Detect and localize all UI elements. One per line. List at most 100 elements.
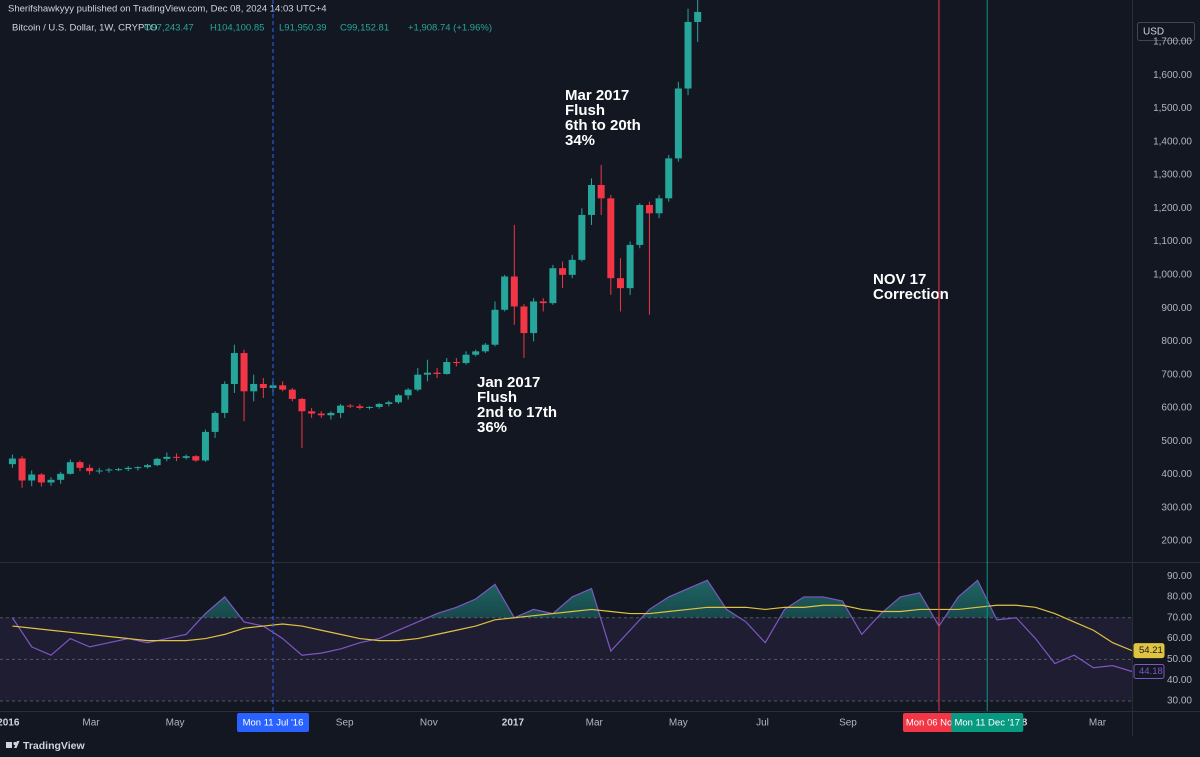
annotation: NOV 17 [873,271,926,288]
y-tick-label: 90.00 [1167,571,1192,582]
candle-body [66,462,74,474]
annotation: Mar 2017 [565,87,629,104]
candle-body [105,469,113,471]
candle-body [279,385,287,390]
candle-body [124,467,132,470]
candle-body [192,456,200,461]
candle-body [385,402,393,404]
candle-body [636,204,644,245]
candle-body [501,276,509,310]
candle-body [491,309,499,345]
candle-body [414,374,422,390]
x-tick-label: Sep [839,718,857,729]
candle-body [317,413,325,416]
y-tick-label: 300.00 [1161,502,1192,513]
y-tick-label: 80.00 [1167,592,1192,603]
y-tick-label: 200.00 [1161,536,1192,547]
candle-body [433,372,441,375]
currency-box[interactable] [1137,22,1195,41]
candle-body [394,395,402,403]
ohlc-close: C99,152.81 [340,23,389,34]
y-tick-label: 500.00 [1161,436,1192,447]
footer-band [0,736,1200,757]
y-tick-label: 30.00 [1167,696,1192,707]
currency: USD [1143,27,1164,38]
candle-body [346,405,354,407]
y-tick-label: 400.00 [1161,469,1192,480]
annotation: 6th to 20th [565,117,641,134]
candle-body [674,88,682,159]
y-tick-label: 40.00 [1167,675,1192,686]
x-tick-label: May [669,718,688,729]
candle-body [37,474,45,483]
ohlc-open: O97,243.47 [144,23,194,34]
last-value-badge [1133,663,1165,679]
candle-body [172,456,180,458]
rsi-pane [0,579,1132,702]
candle-body [57,473,65,480]
candle-body [28,474,36,481]
candle-body [47,479,55,483]
marker-label: Mon 06 Nov '17 [906,718,972,729]
y-tick-label: 600.00 [1161,403,1192,414]
price-pane [8,0,702,488]
annotation: Flush [565,102,605,119]
y-tick-label: 1,400.00 [1153,136,1192,147]
candle-body [95,470,103,472]
x-tick-label: Mar [82,718,100,729]
candle-body [144,465,152,468]
ohlc-change: +1,908.74 (+1.96%) [408,23,492,34]
y-tick-label: 800.00 [1161,336,1192,347]
candle-body [163,456,171,459]
last-value-badge [1133,643,1165,659]
candle-body [76,462,84,468]
candle-body [240,353,248,392]
brand-logo [6,741,20,748]
candle-body [645,204,653,214]
rsi-line [12,604,1132,652]
candle-body [578,214,586,260]
candle-body [559,268,567,275]
y-tick-label: 1,300.00 [1153,170,1192,181]
x-tick-label: 2017 [502,718,525,729]
candle-body [153,458,161,466]
candle-body [510,276,518,307]
y-tick-label: 1,200.00 [1153,203,1192,214]
candle-body [211,412,219,432]
candle-body [568,259,576,275]
ohlc-low: L91,950.39 [279,23,327,34]
candle-body [375,403,383,407]
candle-body [356,406,364,408]
candle-body [8,458,16,465]
candle-body [134,467,142,469]
marker-badge [951,713,1024,732]
candle-body [597,185,605,199]
candle-body [337,405,345,413]
annotation: 34% [565,132,595,149]
candle-body [530,301,538,334]
y-tick-label: 50.00 [1167,654,1192,665]
x-tick-label: 2016 [0,718,20,729]
ohlc-high: H104,100.85 [210,23,264,34]
candle-body [221,383,229,413]
candle-body [18,458,26,481]
candle-body [481,344,489,352]
last-value: 44.18 [1139,666,1163,677]
y-tick-label: 1,000.00 [1153,269,1192,280]
candle-body [115,469,123,471]
candle-body [588,185,596,215]
candle-body [472,351,480,355]
candle-body [520,306,528,334]
candle-body [298,398,306,412]
candle-body [182,456,190,458]
marker-badge [237,713,310,732]
y-tick-label: 70.00 [1167,612,1192,623]
candle-body [549,268,557,304]
candle-body [288,389,296,399]
y-tick-label: 1,600.00 [1153,70,1192,81]
x-tick-label: Mar [586,718,604,729]
x-tick-label: Mar [1089,718,1107,729]
